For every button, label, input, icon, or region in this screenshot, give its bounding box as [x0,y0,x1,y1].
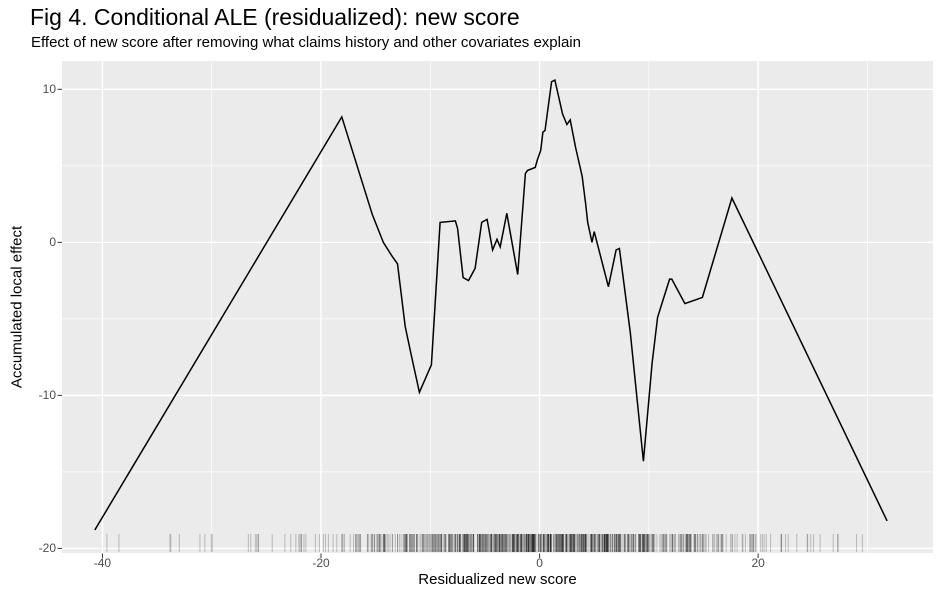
chart-title: Fig 4. Conditional ALE (residualized): n… [30,4,520,30]
y-tick-label: 10 [42,82,56,97]
y-tick-label: 0 [49,235,56,250]
ale-line [94,79,888,531]
x-tick-label: 20 [751,556,765,570]
y-tick-label: -20 [38,541,56,556]
chart-subtitle: Effect of new score after removing what … [31,34,581,51]
y-axis-title: Accumulated local effect [8,225,26,389]
x-tick-label: 0 [536,556,543,570]
plot-panel [62,61,933,553]
x-axis-title: Residualized new score [418,571,577,588]
x-tick-label: -40 [93,556,112,570]
y-tick-label: -10 [38,388,56,403]
x-tick-label: -20 [312,556,330,570]
